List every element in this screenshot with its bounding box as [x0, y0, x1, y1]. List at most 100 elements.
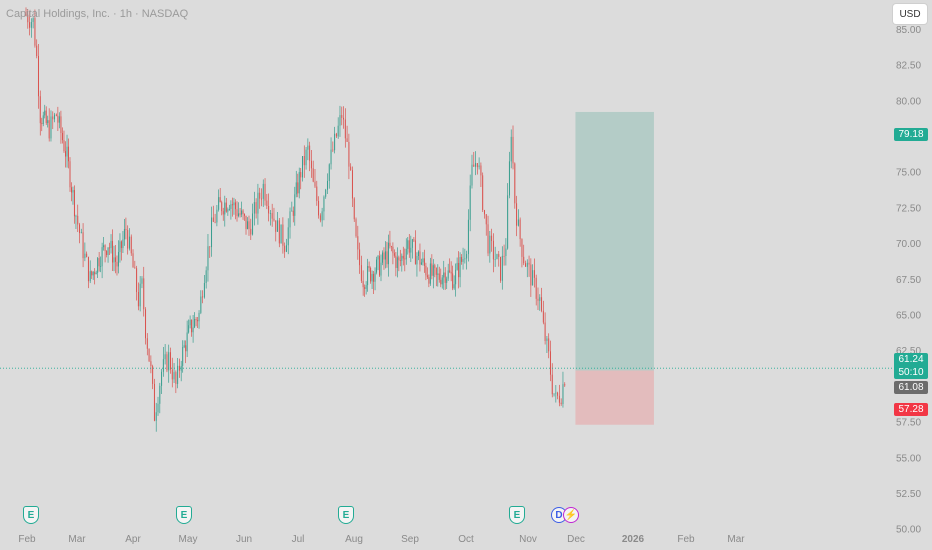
candle-body — [27, 14, 29, 23]
candle-body — [364, 287, 366, 289]
candle-body — [218, 197, 220, 210]
earnings-icon[interactable]: E — [23, 506, 39, 524]
candle-body — [168, 352, 170, 371]
candle-body — [148, 348, 150, 362]
candle-body — [539, 297, 541, 301]
candle-body — [230, 204, 232, 210]
candle-body — [422, 258, 424, 263]
candle-body — [337, 125, 339, 137]
candle-body — [335, 133, 337, 137]
symbol-title: Capital Holdings, Inc. · 1h · NASDAQ — [6, 8, 189, 20]
candle-body — [390, 246, 392, 247]
candle-body — [177, 365, 179, 384]
candle-body — [485, 214, 487, 225]
long-position-tool[interactable] — [575, 111, 654, 425]
candle-body — [456, 262, 458, 270]
x-tick-label: Jun — [236, 534, 252, 545]
candle-body — [60, 116, 62, 133]
x-tick-label: Jul — [292, 534, 305, 545]
candle-body — [194, 319, 196, 328]
candle-body — [42, 115, 44, 125]
candle-body — [359, 249, 361, 266]
currency-button[interactable]: USD — [893, 4, 927, 24]
candle-body — [233, 202, 235, 206]
candle-body — [253, 202, 255, 214]
candle-body — [494, 259, 496, 260]
candle-body — [242, 210, 244, 215]
candle-body — [344, 119, 346, 139]
candle-body — [231, 204, 233, 206]
candle-body — [431, 263, 433, 276]
candle-body — [73, 190, 75, 217]
earnings-icon[interactable]: E — [509, 506, 525, 524]
candle-body — [106, 251, 108, 255]
candle-body — [125, 229, 127, 231]
x-tick-label: Aug — [345, 534, 363, 545]
candle-body — [248, 221, 250, 229]
candle-body — [155, 412, 157, 421]
candle-body — [489, 235, 491, 254]
candle-body — [544, 322, 546, 341]
candle-body — [277, 220, 279, 232]
candle-body — [212, 217, 214, 222]
candle-body — [328, 164, 330, 181]
candle-body — [186, 332, 188, 352]
earnings-icon[interactable]: E — [338, 506, 354, 524]
candle-body — [360, 265, 362, 281]
earnings-icon[interactable]: E — [176, 506, 192, 524]
candle-body — [440, 279, 442, 285]
candle-body — [98, 258, 100, 267]
candle-body — [353, 198, 355, 220]
candle-body — [402, 255, 404, 259]
candle-body — [302, 156, 304, 178]
candle-body — [548, 338, 550, 352]
candle-body — [526, 262, 528, 267]
candle-body — [216, 209, 218, 223]
candle-body — [114, 257, 116, 262]
candle-body — [392, 246, 394, 254]
candle-body — [307, 145, 309, 150]
candle-body — [101, 247, 103, 267]
candle-body — [284, 245, 286, 252]
candle-body — [164, 354, 166, 360]
target-price-tag: 79.18 — [894, 128, 928, 141]
candle-body — [275, 220, 277, 232]
candle-body — [498, 254, 500, 257]
candle-body — [505, 248, 507, 257]
candle-body — [549, 351, 551, 375]
x-tick-label: Mar — [68, 534, 86, 545]
candle-body — [295, 182, 297, 195]
candle-body — [348, 141, 350, 167]
candle-body — [32, 18, 34, 22]
y-tick-label: 70.00 — [896, 239, 921, 250]
candle-body — [103, 245, 105, 248]
price-axis[interactable]: 87.5085.0082.5080.0077.5075.0072.5070.00… — [896, 0, 921, 536]
candle-body — [416, 256, 418, 265]
candle-body — [476, 163, 478, 168]
candle-body — [178, 365, 180, 371]
candle-body — [122, 239, 124, 249]
y-tick-label: 75.00 — [896, 168, 921, 179]
candle-body — [564, 384, 566, 386]
candle-body — [453, 284, 455, 289]
candle-body — [537, 298, 539, 301]
current-price-tag: 61.24 50:10 — [894, 353, 928, 379]
candle-body — [175, 372, 177, 384]
candle-body — [132, 253, 134, 268]
candle-body — [143, 278, 145, 310]
candle-body — [305, 149, 307, 166]
candle-body — [323, 196, 325, 212]
time-axis[interactable]: Feb Mar Apr May Jun Jul Aug Sep Oct Nov Dec 2026 Feb… — [18, 534, 745, 545]
candle-body — [316, 186, 318, 201]
split-icon[interactable]: ⚡ — [563, 507, 579, 523]
candle-body — [153, 383, 155, 421]
candle-body — [112, 240, 114, 263]
candle-body — [69, 161, 71, 188]
candle-body — [326, 180, 328, 190]
candle-body — [84, 253, 86, 259]
candle-body — [236, 209, 238, 217]
candle-body — [79, 224, 81, 234]
candle-body — [367, 266, 369, 286]
candle-body — [152, 366, 154, 384]
